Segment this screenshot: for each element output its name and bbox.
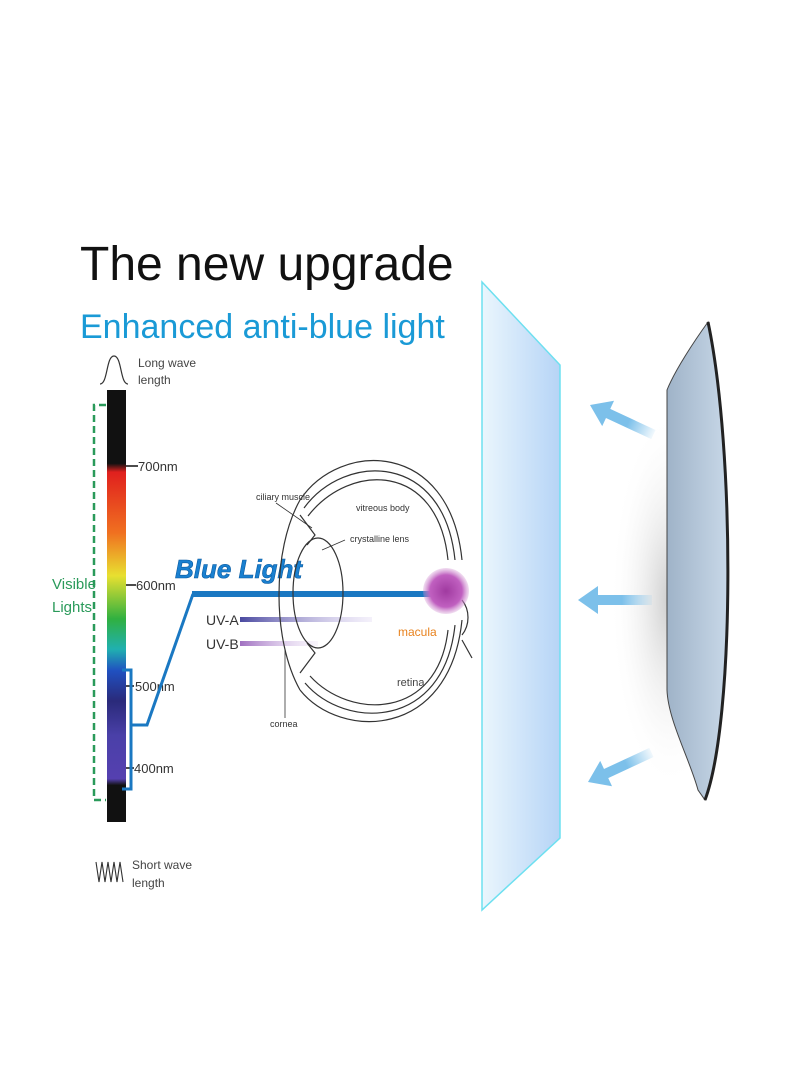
vitreous-body-label: vitreous body: [356, 503, 410, 513]
cornea-label: cornea: [270, 719, 298, 729]
anti-blue-filter-panel: [481, 280, 561, 912]
uva-ray: [240, 617, 372, 622]
uvb-label: UV-B: [206, 636, 239, 652]
page-title: The new upgrade: [80, 238, 454, 291]
blue-bracket: [122, 593, 195, 791]
uvb-ray: [240, 641, 318, 646]
visible-lights-label: Visible: [52, 576, 96, 593]
short-wave-label-2: length: [132, 876, 165, 890]
visible-bracket: [92, 403, 106, 802]
visible-lights-label-2: Lights: [52, 599, 92, 616]
svg-text:700nm: 700nm: [138, 459, 178, 474]
long-wave-label: Long wave: [138, 356, 196, 370]
eye-illustration: [278, 460, 473, 723]
tick-600: 600nm: [126, 578, 176, 593]
short-wave-label: Short wave: [132, 858, 192, 872]
svg-text:400nm: 400nm: [134, 761, 174, 776]
spectrum-bar: [107, 390, 126, 822]
uva-label: UV-A: [206, 612, 239, 628]
svg-text:600nm: 600nm: [136, 578, 176, 593]
macula-spot: [423, 568, 469, 614]
retina-label: retina: [397, 677, 425, 689]
long-wave-icon: [99, 355, 129, 385]
macula-label: macula: [398, 625, 437, 639]
arrow-icon-bottom: [588, 747, 654, 787]
crystalline-lens-label: crystalline lens: [350, 534, 410, 544]
tick-500: 500nm: [126, 679, 175, 694]
tick-400: 400nm: [126, 761, 174, 776]
short-wave-icon: [95, 861, 124, 883]
tick-700: 700nm: [126, 459, 178, 474]
monitor-edge: [703, 321, 730, 801]
page-subtitle: Enhanced anti-blue light: [80, 308, 445, 346]
svg-text:500nm: 500nm: [135, 679, 175, 694]
ciliary-muscle-label: ciliary muscle: [256, 492, 310, 502]
arrow-icon-top: [590, 400, 656, 440]
long-wave-label-2: length: [138, 373, 171, 387]
arrow-icon-middle: [578, 586, 652, 614]
blue-light-label: Blue Light: [175, 554, 303, 584]
